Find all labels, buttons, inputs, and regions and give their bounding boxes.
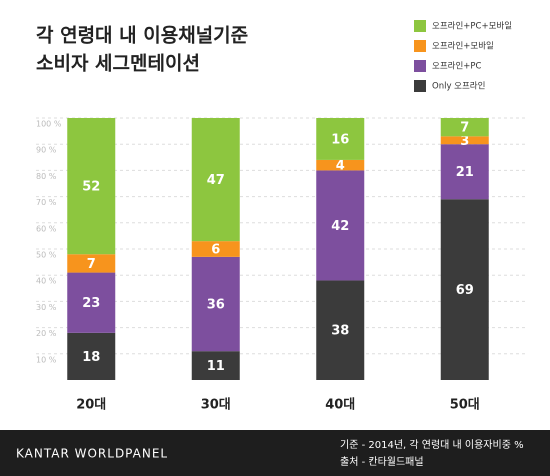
bar-segment: [191, 351, 240, 380]
bar-segment: [67, 272, 116, 333]
bar-segment: [440, 144, 489, 200]
y-tick-label: 80 %: [36, 172, 57, 181]
legend-label: 오프라인+PC: [432, 61, 482, 72]
legend-label: 오프라인+PC+모바일: [432, 21, 512, 32]
legend-swatch: [414, 40, 426, 52]
note: 출처 - 칸타월드패널: [340, 456, 424, 468]
x-tick-label: 50대: [450, 398, 480, 413]
bar-segment: [191, 241, 240, 257]
data-label: 52: [82, 180, 100, 195]
data-label: 21: [456, 165, 474, 180]
footer-band: [0, 430, 550, 476]
data-label: 6: [211, 243, 220, 258]
x-tick-label: 30대: [201, 398, 231, 413]
data-label: 47: [207, 173, 225, 188]
data-label: 69: [456, 283, 474, 298]
data-label: 7: [460, 121, 469, 136]
data-label: 4: [336, 159, 345, 174]
y-tick-label: 20 %: [36, 329, 57, 338]
y-tick-label: 90 %: [36, 146, 57, 155]
data-label: 42: [331, 219, 349, 234]
data-label: 18: [82, 350, 100, 365]
data-label: 16: [331, 132, 349, 147]
bar-segment: [440, 118, 489, 137]
data-label: 7: [87, 257, 96, 272]
data-label: 11: [207, 359, 225, 374]
bar-segment: [316, 118, 365, 160]
chart-title: 각 연령대 내 이용채널기준: [36, 25, 248, 47]
bar-segment: [316, 170, 365, 281]
bar-segment: [316, 159, 365, 171]
data-label: 3: [460, 134, 469, 149]
bar-segment: [440, 136, 489, 145]
x-tick-label: 20대: [76, 398, 106, 413]
y-tick-label: 50 %: [36, 251, 57, 260]
data-label: 23: [82, 296, 100, 311]
y-tick-label: 60 %: [36, 224, 57, 233]
legend-swatch: [414, 20, 426, 32]
bar-segment: [440, 199, 489, 380]
bar-segment: [67, 332, 116, 380]
brand: KANTAR WORLDPANEL: [16, 447, 168, 461]
bar-segment: [191, 118, 240, 242]
bar-segment: [67, 118, 116, 255]
bar-segment: [191, 256, 240, 352]
note: 기준 - 2014년, 각 연령대 내 이용자비중 %: [340, 439, 524, 451]
y-tick-label: 30 %: [36, 303, 57, 312]
y-tick-label: 40 %: [36, 277, 57, 286]
bar-segment: [67, 254, 116, 273]
legend-swatch: [414, 80, 426, 92]
data-label: 38: [331, 324, 349, 339]
legend-swatch: [414, 60, 426, 72]
data-label: 36: [207, 298, 225, 313]
legend-label: Only 오프라인: [432, 81, 485, 92]
legend-label: 오프라인+모바일: [432, 41, 494, 52]
chart-title: 소비자 세그멘테이션: [36, 53, 200, 75]
y-tick-label: 100 %: [36, 120, 62, 129]
bar-segment: [316, 280, 365, 380]
y-tick-label: 70 %: [36, 198, 57, 207]
x-tick-label: 40대: [325, 398, 355, 413]
y-tick-label: 10 %: [36, 355, 57, 364]
